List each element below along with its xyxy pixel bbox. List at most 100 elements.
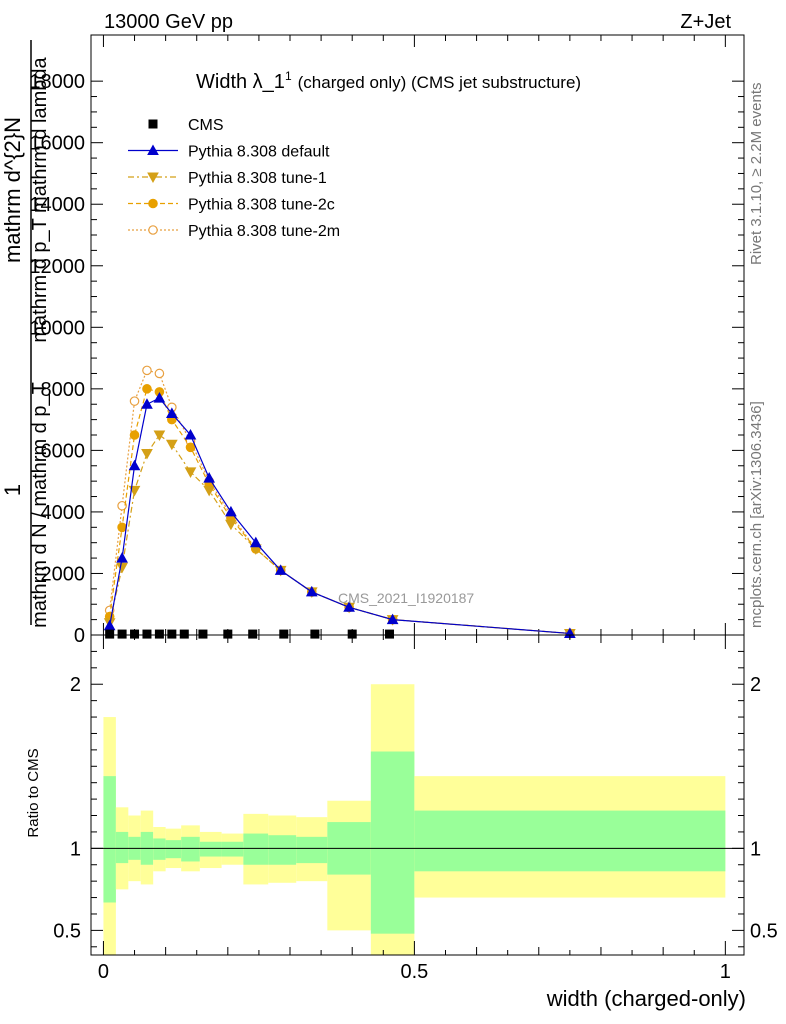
- data-point: [184, 467, 197, 478]
- data-point: [165, 407, 178, 418]
- data-point: [142, 365, 152, 376]
- ratio-ytick-label-right: 2: [750, 674, 761, 696]
- data-point: [343, 601, 355, 612]
- legend-entry-label: Pythia 8.308 default: [188, 144, 330, 161]
- data-point: [386, 613, 399, 625]
- plot-title: Width λ_11 (charged only) (CMS jet substr…: [196, 69, 581, 93]
- main-ytick-label: 8000: [41, 379, 86, 401]
- data-point: [117, 522, 127, 533]
- y-label-numerator-1: 1: [0, 484, 25, 496]
- xtick-label: 1: [720, 961, 731, 983]
- legend-entry-label: Pythia 8.308 tune-2m: [188, 223, 340, 240]
- data-point: [153, 392, 166, 403]
- data-point: [249, 536, 262, 548]
- data-point: [105, 629, 115, 639]
- data-point: [167, 629, 177, 639]
- data-point: [203, 472, 216, 483]
- energy-label: 13000 GeV pp: [104, 11, 233, 33]
- data-point: [128, 459, 141, 471]
- ratio-y-label: Ratio to CMS: [25, 748, 42, 837]
- ratio-band-inner: [268, 835, 297, 865]
- ratio-band-inner: [199, 841, 222, 857]
- data-point: [279, 629, 289, 639]
- process-label: Z+Jet: [680, 11, 731, 33]
- ratio-bands: [103, 684, 726, 955]
- data-point: [274, 564, 287, 575]
- data-point: [385, 629, 395, 639]
- main-ytick-label: 18000: [29, 71, 85, 93]
- plot-title-rest: (charged only) (CMS jet substructure): [298, 73, 581, 92]
- ratio-band-inner: [115, 831, 129, 864]
- ratio-band-inner: [414, 810, 726, 872]
- main-ytick-label: 0: [74, 625, 85, 647]
- data-point: [203, 485, 216, 497]
- legend-marker: [148, 225, 158, 235]
- data-point: [225, 505, 237, 517]
- series-pythia-8-308-tune-1: [103, 430, 576, 640]
- legend-marker: [148, 198, 158, 209]
- main-ytick-label: 2000: [41, 563, 86, 585]
- ratio-ytick-label: 0.5: [53, 920, 81, 942]
- ratio-ytick-label-right: 1: [750, 838, 761, 860]
- main-ytick-label: 14000: [29, 194, 85, 216]
- ratio-band-inner: [296, 836, 328, 864]
- data-point: [117, 629, 127, 639]
- xtick-label: 0: [98, 961, 109, 983]
- legend-marker: [147, 172, 159, 184]
- side-label-rivet: Rivet 3.1.10, ≥ 2.2M events: [748, 83, 765, 266]
- ratio-plot-panel: 0.5 0.51 12 2 0 0.5 1 Ratio to CMS width (cha…: [25, 634, 778, 1011]
- data-point: [248, 629, 258, 639]
- ratio-band-inner: [165, 840, 182, 859]
- main-ytick-label: 12000: [29, 256, 85, 278]
- series-pythia-8-308-default: [103, 392, 576, 638]
- data-point: [129, 396, 140, 406]
- data-point: [310, 629, 320, 639]
- ratio-band-inner: [243, 833, 269, 865]
- data-point: [142, 384, 152, 394]
- data-point: [184, 428, 197, 440]
- data-point: [129, 430, 140, 440]
- main-ytick-label: 6000: [41, 440, 86, 462]
- legend-marker: [147, 144, 159, 155]
- data-point: [198, 629, 208, 639]
- main-series-group: [103, 365, 576, 640]
- ratio-ytick-label: 1: [70, 838, 81, 860]
- ratio-ytick-label-right: 0.5: [750, 920, 778, 942]
- data-point: [116, 562, 128, 574]
- main-ytick-label: 10000: [29, 317, 85, 339]
- series-cms: [105, 629, 395, 639]
- x-ticks: 0 0.5 1: [98, 635, 731, 983]
- x-axis-label: width (charged-only): [546, 986, 746, 1011]
- legend-entry-label: Pythia 8.308 tune-2c: [188, 197, 335, 214]
- watermark: CMS_2021_I1920187: [338, 590, 474, 606]
- xtick-label: 0.5: [400, 961, 428, 983]
- main-ytick-label: 16000: [29, 133, 85, 155]
- y-label-denominator-2: mathrm d p_T mathrm d lambda: [29, 56, 51, 342]
- plot-title-sup: 1: [285, 69, 292, 83]
- data-point: [141, 398, 153, 409]
- ratio-band-inner: [103, 776, 116, 903]
- legend-entry-label: Pythia 8.308 tune-1: [188, 170, 327, 187]
- ratio-band-inner: [153, 838, 166, 860]
- main-ytick-label: 4000: [41, 502, 86, 524]
- data-point: [225, 519, 237, 531]
- legend-entry-label: CMS: [188, 117, 224, 134]
- main-y-ticks: 0 2000 4000 6000 8000 10000 12000 14000 16000 180…: [29, 35, 744, 647]
- data-point: [117, 500, 127, 511]
- ratio-y-ticks: 0.5 0.5 1 1 2 2: [53, 650, 778, 948]
- y-label-denominator-1: mathrm d N / mathrm d p_T: [29, 382, 51, 628]
- data-point: [179, 629, 189, 639]
- data-point: [154, 368, 165, 379]
- data-point: [165, 439, 178, 451]
- legend: CMS Pythia 8.308 default Pythia 8.308 tune…: [128, 117, 340, 240]
- ratio-band-inner: [370, 751, 415, 934]
- ratio-ytick-label: 2: [70, 674, 81, 696]
- data-point: [154, 629, 164, 639]
- data-point: [142, 629, 152, 639]
- ratio-band-inner: [221, 841, 244, 857]
- ratio-band-inner: [181, 836, 200, 862]
- ratio-plot-frame: [90, 634, 745, 956]
- data-point: [141, 448, 153, 460]
- data-point: [116, 552, 128, 563]
